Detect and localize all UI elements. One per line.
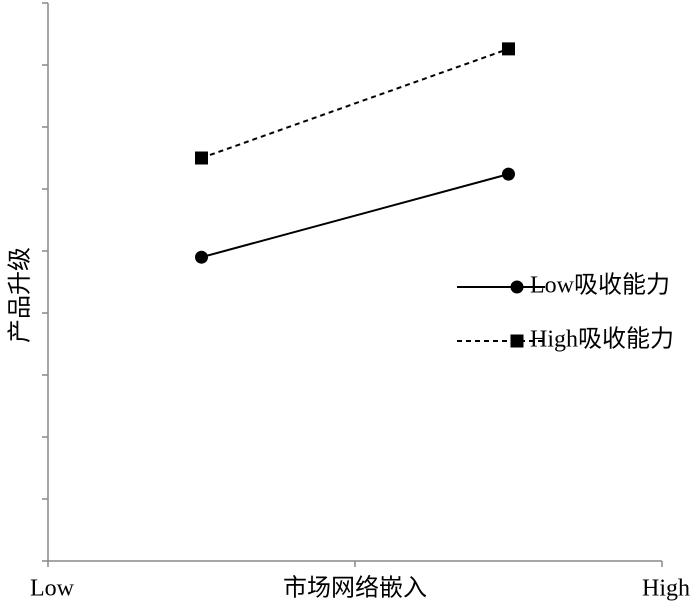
marker	[195, 250, 208, 264]
x-axis-label: 市场网络嵌入	[283, 575, 427, 602]
series-line	[201, 173, 509, 259]
x-tick-label: Low	[30, 576, 75, 602]
marker	[502, 42, 515, 56]
legend-marker	[510, 280, 524, 294]
x-tick-label: High	[642, 576, 690, 602]
y-axis-label: 产品升级	[7, 247, 34, 343]
legend-marker	[510, 334, 524, 348]
marker	[195, 151, 208, 165]
series-line	[201, 47, 509, 159]
legend-label: Low吸收能力	[530, 272, 670, 299]
marker	[502, 167, 515, 181]
legend-label: High吸收能力	[530, 326, 674, 353]
